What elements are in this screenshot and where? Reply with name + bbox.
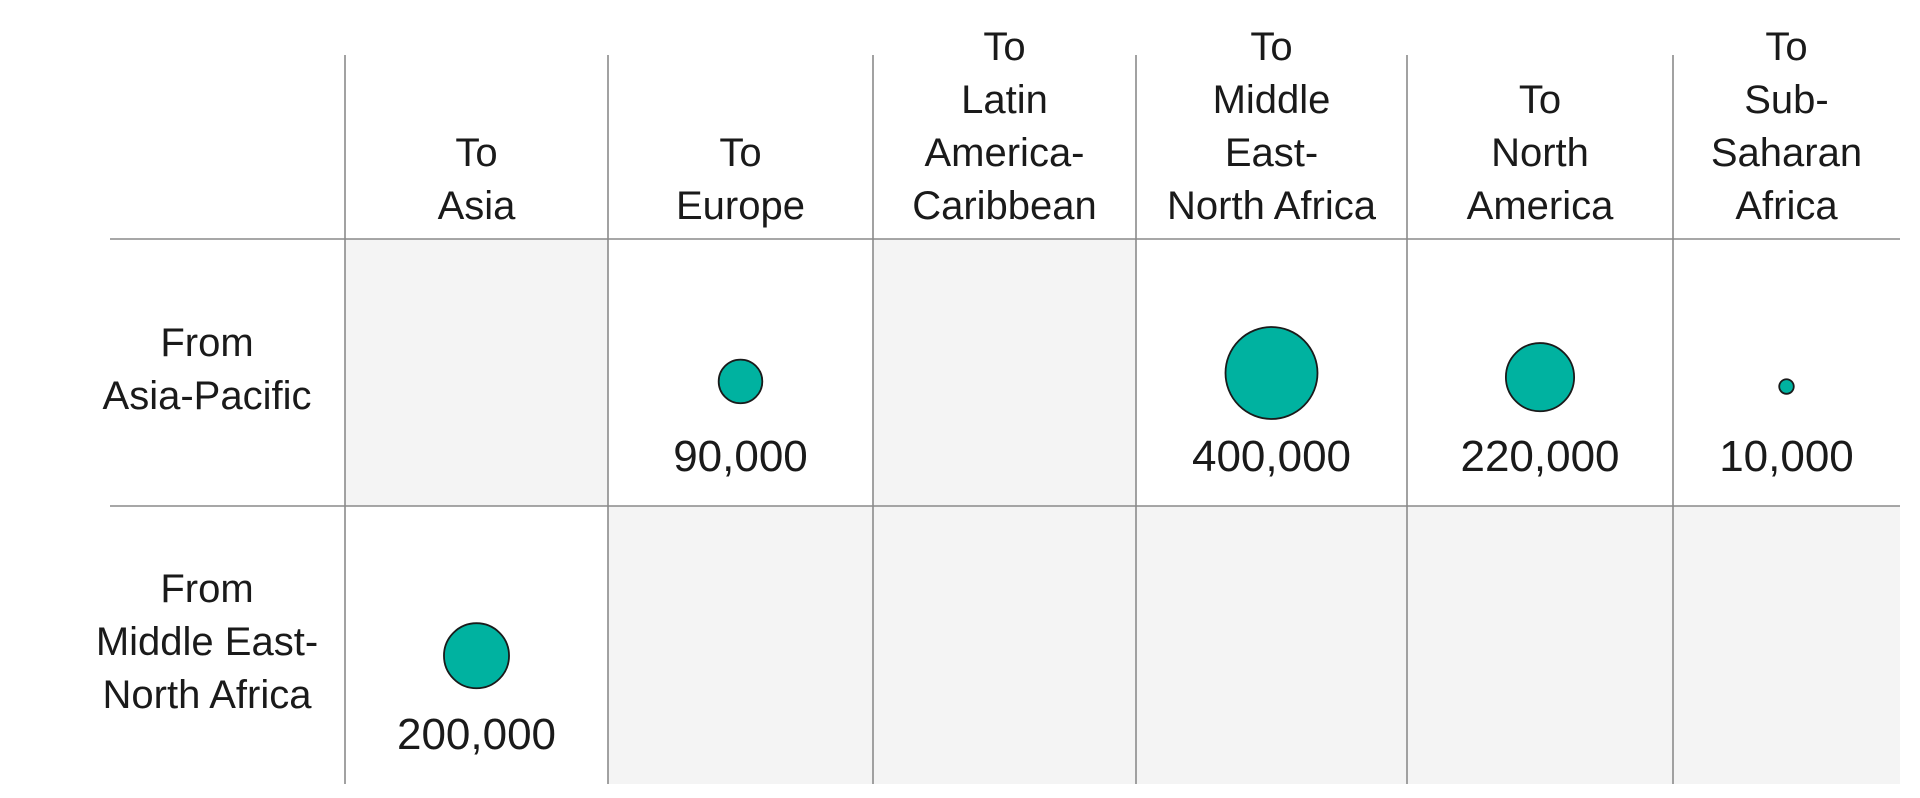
column-header-text: Asia [438, 184, 517, 228]
row-header-text: North Africa [103, 673, 313, 717]
column-header-text: To [455, 131, 497, 175]
column-headers: To Asia To Europe To Latin America- Caribbean To… [438, 25, 1863, 228]
column-header-text: Caribbean [912, 184, 1097, 228]
column-header-text: America- [924, 131, 1084, 175]
bubble [717, 358, 764, 405]
bubble [1778, 378, 1795, 395]
cell-backgrounds [345, 239, 1900, 784]
empty-cell [873, 239, 1136, 506]
column-header-text: Saharan [1711, 131, 1862, 175]
column-header-text: To [719, 131, 761, 175]
value-label: 10,000 [1719, 432, 1854, 481]
empty-cell [873, 506, 1136, 784]
column-header-text: Sub- [1744, 78, 1829, 122]
empty-cell [608, 506, 873, 784]
row-header-text: Asia-Pacific [103, 374, 312, 418]
value-label: 200,000 [397, 710, 556, 759]
value-label: 90,000 [673, 432, 808, 481]
column-header-text: East- [1225, 131, 1318, 175]
empty-cell [1673, 506, 1900, 784]
value-labels: 90,000 400,000 220,000 10,000 200,000 [397, 432, 1854, 759]
row-header-text: Middle East- [96, 620, 318, 664]
column-header-text: To [1250, 25, 1292, 69]
value-label: 220,000 [1460, 432, 1619, 481]
column-header-text: North Africa [1167, 184, 1377, 228]
bubbles [443, 326, 1795, 690]
column-header-text: America [1467, 184, 1614, 228]
empty-cell [345, 239, 608, 506]
grid-lines [110, 55, 1900, 784]
bubble [443, 622, 510, 690]
value-label: 400,000 [1192, 432, 1351, 481]
column-header-text: To [1765, 25, 1807, 69]
bubble [1504, 342, 1576, 413]
column-header-text: To [983, 25, 1025, 69]
row-header-text: From [160, 567, 253, 611]
empty-cell [1407, 506, 1673, 784]
row-headers: From Asia-Pacific From Middle East- North Af… [96, 321, 318, 717]
row-header-text: From [160, 321, 253, 365]
column-header-text: To [1519, 78, 1561, 122]
column-header-text: North [1491, 131, 1589, 175]
empty-cell [1136, 506, 1407, 784]
bubble [1224, 326, 1319, 420]
column-header-text: Middle [1213, 78, 1331, 122]
column-header-text: Latin [961, 78, 1048, 122]
column-header-text: Africa [1735, 184, 1838, 228]
column-header-text: Europe [676, 184, 805, 228]
